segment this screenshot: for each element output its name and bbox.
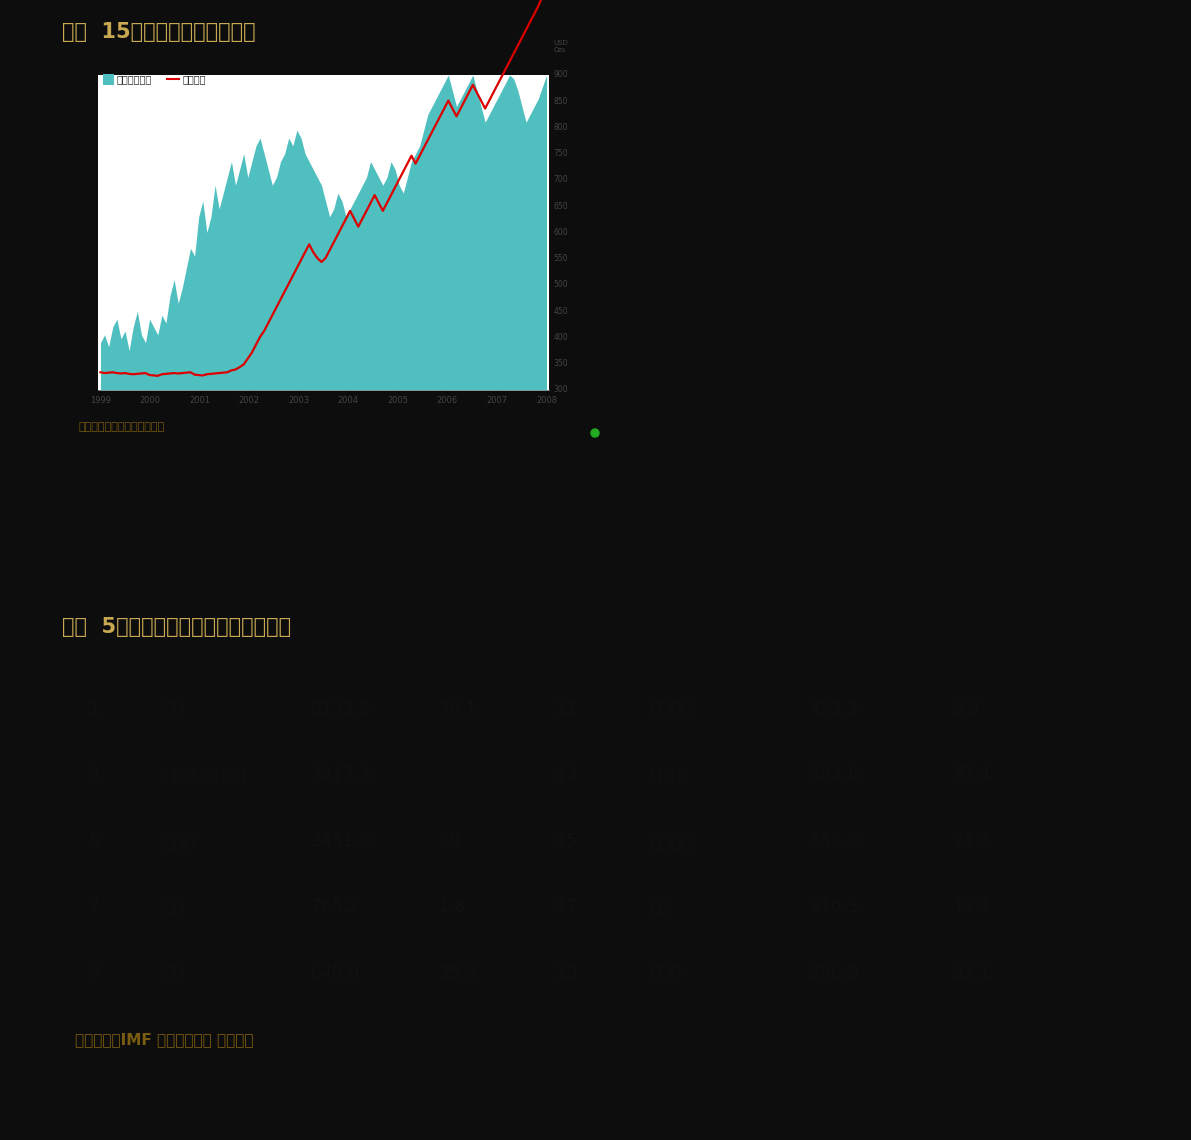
Text: 310.3: 310.3 [810,898,859,917]
Text: 黄金价格: 黄金价格 [183,74,206,84]
Text: USD
Ozs: USD Ozs [553,40,568,52]
Text: 550: 550 [553,254,568,263]
Text: 55.3: 55.3 [438,964,476,982]
Text: 765.2: 765.2 [311,898,361,917]
Text: 表格  5：世界主要经济体央行黄金储备: 表格 5：世界主要经济体央行黄金储备 [62,617,291,637]
Text: 15: 15 [555,832,576,850]
Text: 美国: 美国 [163,700,183,718]
Text: 3: 3 [88,766,100,784]
Text: 850: 850 [553,97,568,106]
Circle shape [591,429,599,437]
Text: 数据来源：IMF 世界黄金协会 中证期货: 数据来源：IMF 世界黄金协会 中证期货 [75,1033,254,1048]
Text: 900: 900 [553,71,568,80]
Text: 国际货币基金组织: 国际货币基金组织 [163,766,245,784]
Text: 356.8: 356.8 [810,832,859,850]
Text: 英国: 英国 [650,898,671,917]
Text: 450: 450 [553,307,568,316]
Text: 32.1: 32.1 [953,964,991,982]
Text: 葡萄牙: 葡萄牙 [650,766,681,784]
Text: 基金多头持仓: 基金多头持仓 [117,74,152,84]
Text: 图表  15：基金多头持仓与金价: 图表 15：基金多头持仓与金价 [62,22,256,42]
Text: 750: 750 [553,149,568,158]
Text: 350: 350 [553,359,568,368]
Text: 66: 66 [438,832,461,850]
Text: 8135.5: 8135.5 [311,700,372,718]
Text: 650: 650 [553,202,568,211]
Text: 1.8: 1.8 [438,898,466,917]
Text: 荷兰: 荷兰 [163,964,183,982]
Text: 中国台湾: 中国台湾 [650,700,692,718]
Text: 13.1: 13.1 [953,898,991,917]
Text: 700: 700 [553,176,568,185]
Text: 76.1: 76.1 [438,700,476,718]
Text: 意大利: 意大利 [163,832,194,850]
Bar [102,73,114,84]
Text: 日本: 日本 [163,898,183,917]
Text: 24.3: 24.3 [953,832,991,850]
Text: 11: 11 [555,700,576,718]
Text: 382.6: 382.6 [810,766,859,784]
Text: 3.3: 3.3 [953,700,980,718]
Text: 500: 500 [553,280,568,290]
Text: 3217.3: 3217.3 [311,766,372,784]
Text: 600: 600 [553,228,568,237]
Text: 1: 1 [88,700,100,718]
Text: 640.9: 640.9 [311,964,361,982]
Text: 2451.8: 2451.8 [311,832,372,850]
Text: 77.4: 77.4 [953,766,991,784]
Text: 7: 7 [88,898,100,917]
Text: 17: 17 [555,898,576,917]
Text: 286.8: 286.8 [810,964,859,982]
Text: 300: 300 [553,385,568,394]
Text: 数据来源：路透社，中证期货: 数据来源：路透社，中证期货 [79,422,164,432]
Text: 800: 800 [553,123,568,132]
Text: 委内瑞拉: 委内瑞拉 [650,832,692,850]
Text: 19: 19 [555,964,576,982]
Text: 9: 9 [88,964,100,982]
Text: 400: 400 [553,333,568,342]
Text: 黎巴嫩: 黎巴嫩 [650,964,681,982]
Text: 423.3: 423.3 [810,700,859,718]
Text: 5: 5 [88,832,100,850]
Text: 13: 13 [555,766,576,784]
